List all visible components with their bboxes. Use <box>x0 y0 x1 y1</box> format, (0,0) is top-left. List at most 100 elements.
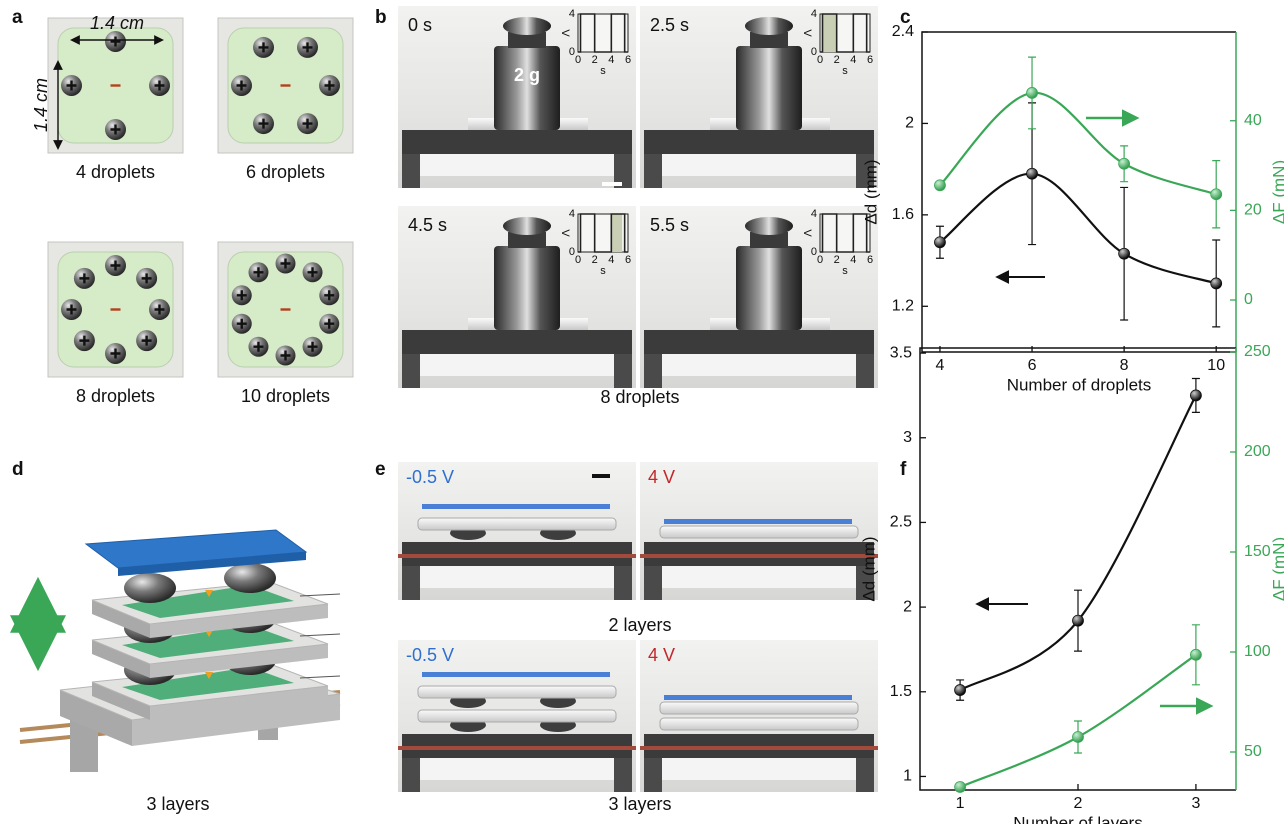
panel-caption: 3 layers <box>608 794 671 814</box>
y2-axis-label: ΔF (mN) <box>1269 537 1284 601</box>
platform-gap <box>420 566 614 588</box>
inset-tick: 4 <box>569 208 575 220</box>
layer-plate <box>418 686 616 698</box>
weight-knob <box>503 217 551 235</box>
inset-tick: 6 <box>625 54 631 66</box>
inset-tick: 4 <box>811 8 817 20</box>
inset-tick: 4 <box>569 8 575 20</box>
panel-letter: b <box>375 7 387 28</box>
weight-label: 2 g <box>514 65 540 85</box>
data-point <box>955 782 966 793</box>
data-point <box>1119 158 1130 169</box>
layer-plate <box>660 702 858 714</box>
data-point <box>934 180 945 191</box>
photo <box>640 462 878 600</box>
x-tick-label: 3 <box>1191 795 1200 812</box>
inset-tick: 4 <box>850 254 856 266</box>
panel-letter: a <box>12 7 23 28</box>
inset-axis-label: V <box>559 29 571 37</box>
top-electrode <box>664 519 852 524</box>
data-point <box>1027 87 1038 98</box>
platform-gap <box>662 566 856 588</box>
inset-axis-label: s <box>842 65 848 77</box>
weight-knob <box>745 217 793 235</box>
panel-caption: 2 layers <box>608 615 671 635</box>
y2-tick-label: 0 <box>1244 291 1253 308</box>
inset-tick: 0 <box>817 54 823 66</box>
data-point <box>1119 248 1130 259</box>
y-tick-label: 3.5 <box>890 344 912 361</box>
inset-frame <box>578 14 628 52</box>
platform-leg <box>402 758 420 792</box>
dimension-label: 1.4 cm <box>90 13 144 33</box>
y-tick-label: 1.5 <box>890 683 912 700</box>
inset-tick: 2 <box>592 254 598 266</box>
inset-tick: 0 <box>817 254 823 266</box>
platform-leg <box>614 566 632 600</box>
inset-axis-label: V <box>801 29 813 37</box>
weight-body <box>494 46 560 130</box>
wire <box>398 746 636 750</box>
x-axis-label: Number of layers <box>1013 813 1142 824</box>
y-axis-label: Δd (mm) <box>859 536 878 601</box>
platform-leg <box>644 354 662 388</box>
photo <box>398 6 636 188</box>
platform-gap <box>662 758 856 780</box>
top-electrode <box>664 695 852 700</box>
weight-knob <box>745 17 793 35</box>
top-electrode <box>422 672 610 677</box>
time-label: 0 s <box>408 15 432 35</box>
platform <box>402 130 632 154</box>
chip-caption: 10 droplets <box>241 386 330 406</box>
time-label: 5.5 s <box>650 215 689 235</box>
panel-letter: f <box>900 459 907 480</box>
platform-leg <box>644 566 662 600</box>
x-tick-label: 6 <box>1028 357 1037 374</box>
panel-letter: e <box>375 459 386 480</box>
x-axis-label: Number of droplets <box>1007 375 1152 394</box>
chip-caption: 8 droplets <box>76 386 155 406</box>
lead <box>300 594 340 596</box>
y-tick-label: 2 <box>903 598 912 615</box>
platform <box>402 330 632 354</box>
platform-gap <box>420 154 614 176</box>
inset-highlight <box>611 214 622 252</box>
y-axis-label: Δd (mm) <box>861 159 880 224</box>
inset-axis-label: s <box>600 265 606 277</box>
trend-line <box>940 174 1216 284</box>
droplet-chip <box>48 18 183 153</box>
inset-axis-label: V <box>801 229 813 237</box>
inset-tick: 6 <box>867 54 873 66</box>
inset-tick: 2 <box>834 54 840 66</box>
platform-leg <box>644 758 662 792</box>
y2-tick-label: 50 <box>1244 743 1262 760</box>
weight-knob <box>503 17 551 35</box>
droplet <box>124 573 176 603</box>
x-tick-label: 10 <box>1207 357 1225 374</box>
y-tick-label: 2.4 <box>892 23 914 40</box>
layer-plate <box>418 710 616 722</box>
platform-leg <box>644 154 662 188</box>
photo <box>640 640 878 792</box>
panel-letter: d <box>12 459 24 480</box>
x-tick-label: 8 <box>1120 357 1129 374</box>
weight-body <box>736 246 802 330</box>
lead <box>300 676 340 678</box>
platform-leg <box>402 154 420 188</box>
data-point <box>1211 278 1222 289</box>
weight-body <box>736 46 802 130</box>
scale-bar <box>592 474 610 478</box>
inset-tick: 4 <box>608 54 614 66</box>
platform-leg <box>614 758 632 792</box>
voltage-label: -0.5 V <box>406 645 454 665</box>
data-point <box>1190 649 1201 660</box>
platform-gap <box>420 354 614 376</box>
layer-plate <box>660 718 858 730</box>
data-point <box>1073 732 1084 743</box>
layer-plate <box>660 526 858 538</box>
y2-tick-label: 250 <box>1244 343 1271 360</box>
device-schematic <box>20 530 340 772</box>
time-label: 4.5 s <box>408 215 447 235</box>
droplet <box>224 563 276 593</box>
inset-highlight <box>823 14 837 52</box>
